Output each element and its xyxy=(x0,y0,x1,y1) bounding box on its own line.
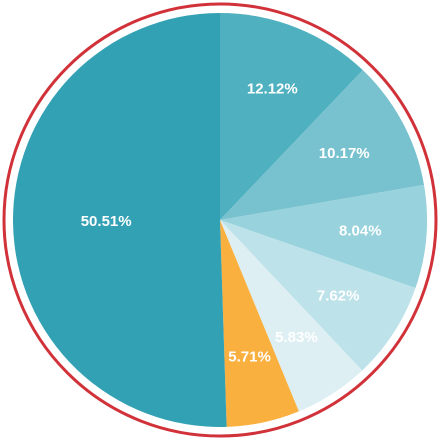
pie-slice xyxy=(220,70,425,220)
pie-slice xyxy=(220,220,416,371)
slice-label: 12.12% xyxy=(247,80,298,97)
slice-label: 8.04% xyxy=(339,223,382,240)
slice-label: 50.51% xyxy=(81,213,132,230)
slice-label: 10.17% xyxy=(319,145,370,162)
slice-label: 5.71% xyxy=(228,349,271,366)
pie-slice xyxy=(220,220,363,412)
pie-slice xyxy=(220,220,299,427)
slice-label: 7.62% xyxy=(317,287,360,304)
slice-label: 5.83% xyxy=(275,329,318,346)
pie-slice xyxy=(12,13,227,428)
pie-slice xyxy=(220,13,363,220)
pie-slice xyxy=(220,184,427,289)
